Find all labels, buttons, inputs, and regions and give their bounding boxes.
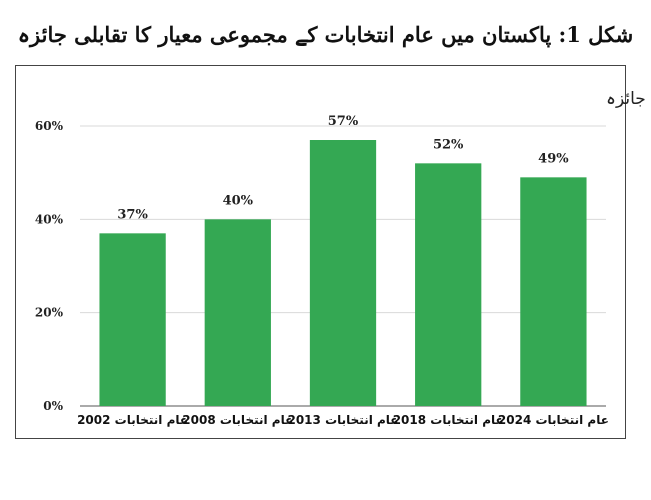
x-category-label: عام انتخابات 2002: [77, 413, 188, 428]
y-tick-label: 20%: [35, 306, 64, 320]
bar: [520, 177, 587, 406]
x-category-label: عام انتخابات 2008: [182, 413, 293, 428]
data-label: 40%: [223, 193, 254, 208]
x-category-label: عام انتخابات 2013: [287, 413, 398, 428]
y-tick-label: 0%: [43, 399, 63, 413]
bar: [99, 233, 166, 406]
chart-frame: [15, 65, 626, 439]
chart-title: انتخابات کے معیار کا تقابلی جائزہ: [606, 89, 651, 109]
x-category-label: عام انتخابات 2018: [393, 413, 504, 428]
bar: [309, 140, 377, 406]
data-label: 57%: [328, 114, 359, 129]
figure-caption: شکل 1: پاکستان میں عام انتخابات کے مجموع…: [17, 22, 634, 47]
x-category-label: عام انتخابات 2024: [498, 413, 609, 428]
data-label: 49%: [538, 151, 569, 166]
bar: [415, 163, 482, 406]
y-tick-label: 40%: [35, 212, 64, 226]
data-label: 52%: [433, 137, 464, 152]
label-layer: 0% 20% 40% 60% 37% عام انتخابات 2002 40% عام ان…: [35, 114, 609, 428]
bar: [204, 219, 271, 406]
y-tick-label: 60%: [35, 119, 64, 133]
data-label: 37%: [117, 207, 148, 222]
bar-layer: [99, 140, 587, 406]
